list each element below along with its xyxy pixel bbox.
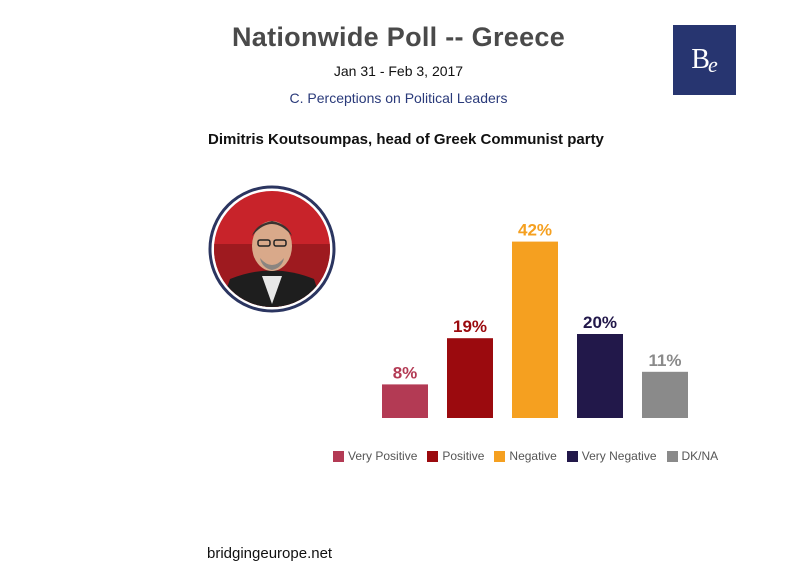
- legend-item-very-positive: Very Positive: [333, 449, 417, 463]
- data-label-dk-na: 11%: [648, 351, 681, 370]
- chart-legend: Very Positive Positive Negative Very Negati…: [333, 449, 718, 463]
- bar-positive: [447, 338, 493, 418]
- legend-item-positive: Positive: [427, 449, 484, 463]
- legend-swatch: [494, 450, 506, 462]
- subject-heading: Dimitris Koutsoumpas, head of Greek Comm…: [208, 131, 604, 148]
- bar-very-positive: [382, 384, 428, 418]
- logo-letter-b: B: [691, 44, 710, 75]
- legend-item-very-negative: Very Negative: [566, 449, 657, 463]
- legend-label: Very Positive: [348, 449, 418, 463]
- portrait-image: [208, 185, 336, 313]
- legend-label: Positive: [442, 449, 485, 463]
- legend-swatch: [333, 450, 344, 462]
- data-label-negative: 42%: [518, 221, 552, 240]
- legend-label: Negative: [509, 449, 557, 463]
- legend-label: DK/NA: [681, 449, 719, 463]
- data-label-very-negative: 20%: [583, 313, 617, 332]
- bar-dk-na: [642, 371, 688, 418]
- legend-item-negative: Negative: [494, 449, 557, 463]
- bar-negative: [512, 241, 558, 418]
- footer-url[interactable]: bridgingeurope.net: [207, 545, 333, 562]
- legend-item-dk-na: DK/NA: [666, 449, 719, 463]
- legend-swatch: [427, 450, 439, 462]
- page-title: Nationwide Poll -- Greece: [231, 22, 566, 52]
- data-label-very-positive: 8%: [393, 363, 418, 382]
- section-title: C. Perceptions on Political Leaders: [289, 90, 508, 106]
- poll-dates: Jan 31 - Feb 3, 2017: [333, 63, 464, 79]
- logo-letter-e: e: [707, 52, 718, 77]
- legend-swatch: [566, 450, 578, 462]
- legend-swatch: [666, 450, 678, 462]
- legend-label: Very Negative: [581, 449, 657, 463]
- data-label-positive: 19%: [453, 317, 487, 336]
- bar-very-negative: [577, 334, 623, 418]
